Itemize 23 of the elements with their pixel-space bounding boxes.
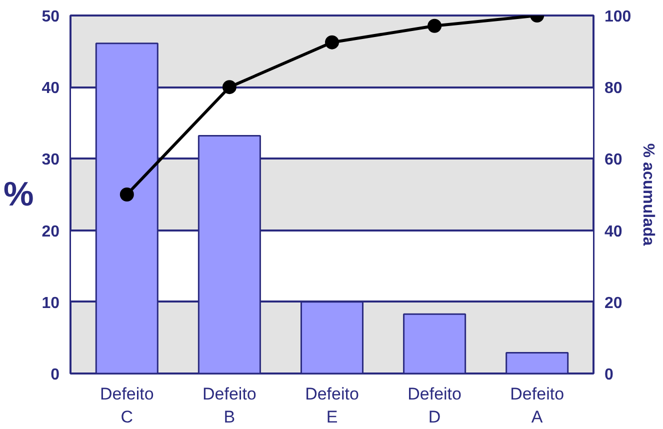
point <box>428 18 442 33</box>
point <box>222 80 236 94</box>
y-tick-label: 40 <box>42 80 60 98</box>
x-tick-label: Defeito B <box>202 384 256 426</box>
y-tick-label: 0 <box>50 366 60 384</box>
y-tick-label: 10 <box>42 294 60 312</box>
y2-tick-label: 20 <box>604 294 622 312</box>
y-tick-label: 20 <box>42 223 60 240</box>
y2-tick-label: 80 <box>604 80 622 98</box>
x-tick-label: Defeito E <box>305 384 359 426</box>
x-tick-label: Defeito D <box>408 384 462 426</box>
y-axis-title: % <box>3 176 34 214</box>
point <box>120 188 134 202</box>
y2-tick-label: 100 <box>604 8 632 26</box>
x-tick-label: Defeito C <box>100 384 154 426</box>
y2-tick-label: 40 <box>604 223 622 240</box>
point <box>325 35 339 50</box>
y2-tick-label: 0 <box>604 366 614 384</box>
x-tick-label: Defeito A <box>510 384 564 426</box>
y-tick-label: 30 <box>42 152 60 169</box>
y2-axis-title: % acumulada <box>640 143 656 246</box>
y-tick-label: 50 <box>42 8 60 26</box>
y2-tick-label: 60 <box>604 152 622 169</box>
